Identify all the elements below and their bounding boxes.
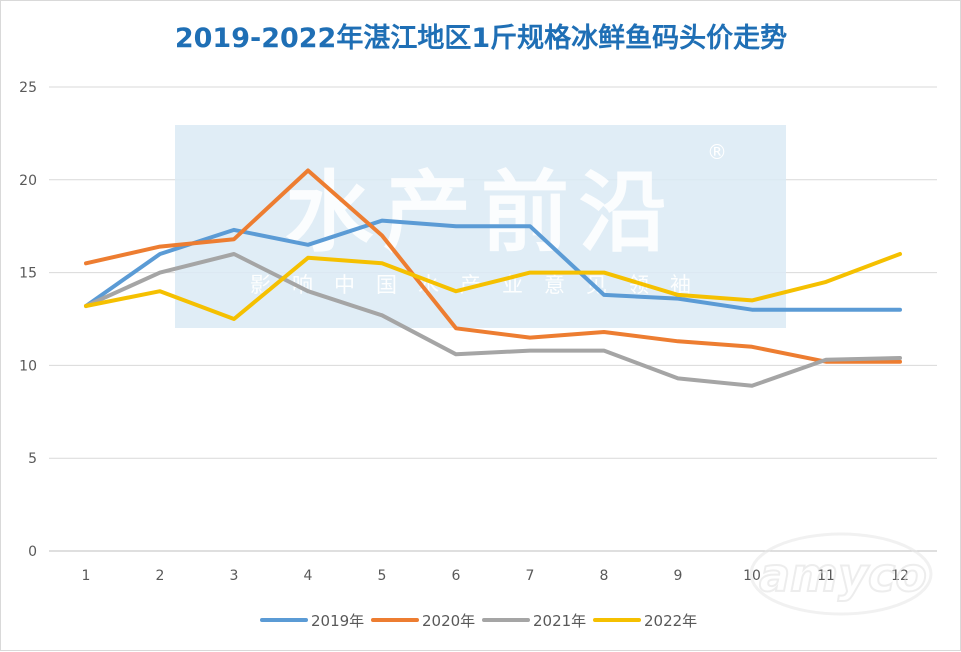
series-lines (84, 168, 902, 388)
y-tick-label: 20 (19, 173, 37, 189)
series-line (84, 218, 902, 312)
x-axis-tick-labels: 1 2 3 4 5 6 7 8 9 10 11 12 (82, 568, 909, 584)
x-tick-label: 9 (674, 568, 683, 584)
watermark-brand: 水产前沿 (285, 161, 677, 264)
y-tick-label: 10 (19, 358, 37, 374)
legend-label: 2022年 (644, 612, 697, 630)
x-tick-label: 8 (600, 568, 609, 584)
x-tick-label: 12 (891, 568, 909, 584)
series-line (84, 168, 902, 364)
x-tick-label: 3 (230, 568, 239, 584)
watermark-registered-mark: ® (707, 140, 727, 164)
x-tick-label: 5 (378, 568, 387, 584)
legend-label: 2020年 (422, 612, 475, 630)
legend-label: 2019年 (311, 612, 364, 630)
series-line (84, 252, 902, 321)
corner-watermark: amyco (749, 532, 933, 616)
x-tick-label: 11 (817, 568, 835, 584)
x-tick-label: 1 (82, 568, 91, 584)
y-axis-tick-labels: 0 5 10 15 20 25 (19, 80, 37, 560)
x-tick-label: 6 (452, 568, 461, 584)
y-tick-label: 15 (19, 266, 37, 282)
chart-title: 2019-2022年湛江地区1斤规格冰鲜鱼码头价走势 (175, 22, 787, 54)
legend: 2019年 2020年 2021年 2022年 (260, 612, 697, 630)
corner-watermark-text: amyco (759, 548, 927, 602)
series-line (84, 252, 902, 388)
x-tick-label: 2 (156, 568, 165, 584)
x-tick-label: 7 (526, 568, 535, 584)
y-tick-label: 0 (28, 544, 37, 560)
y-tick-label: 5 (28, 451, 37, 467)
y-tick-label: 25 (19, 80, 37, 96)
legend-label: 2021年 (533, 612, 586, 630)
x-tick-label: 4 (304, 568, 313, 584)
